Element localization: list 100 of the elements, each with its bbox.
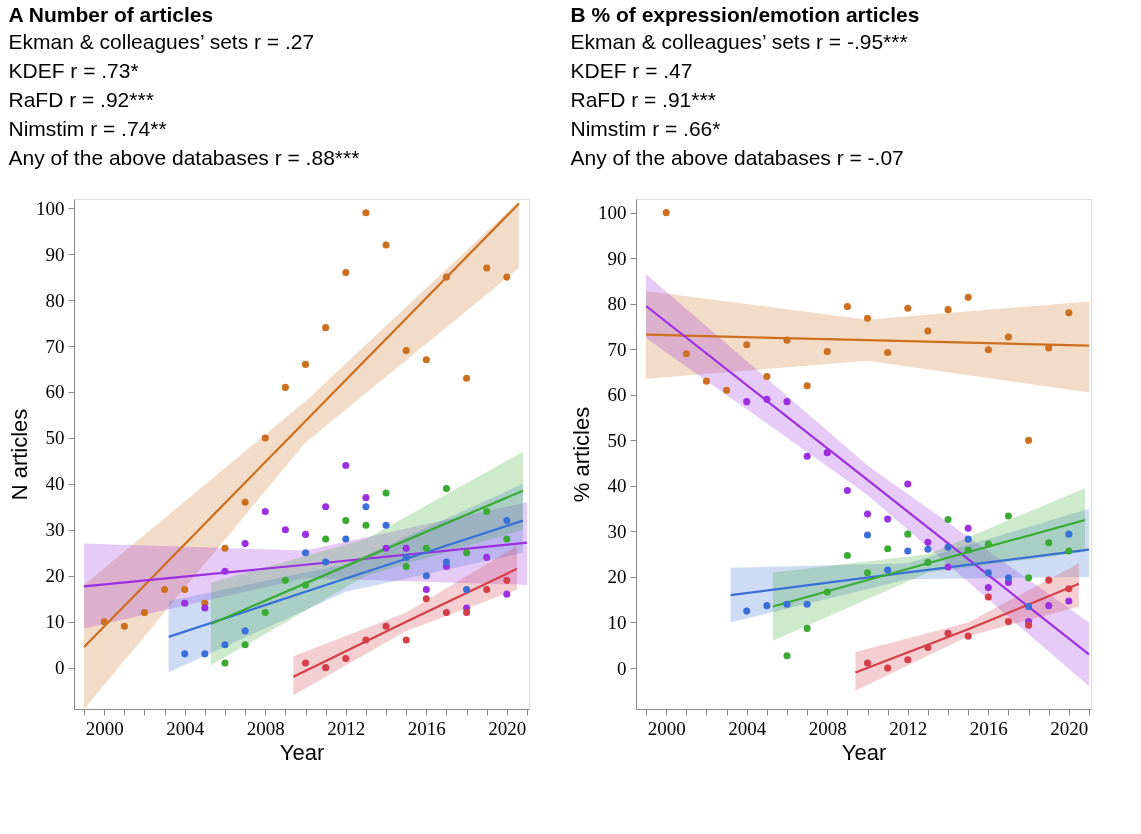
point: [924, 545, 932, 553]
point: [281, 526, 289, 534]
point: [442, 608, 450, 617]
point: [221, 544, 229, 552]
point: [1004, 574, 1012, 582]
point: [1065, 585, 1073, 593]
point: [863, 531, 872, 539]
point: [984, 593, 992, 601]
y-tick-label: 20: [45, 565, 65, 587]
y-tick-label: 10: [607, 611, 627, 633]
x-tick-label: 2020: [1050, 717, 1089, 739]
point: [1065, 530, 1073, 538]
y-tick-label: 0: [55, 657, 65, 679]
point: [301, 549, 310, 557]
y-tick-label: 0: [617, 657, 627, 679]
point: [322, 558, 330, 566]
point: [863, 659, 872, 667]
point: [241, 540, 249, 548]
point: [342, 461, 350, 470]
y-tick-label: 20: [607, 566, 627, 588]
y-axis-title: % articles: [569, 406, 594, 503]
point: [402, 347, 410, 355]
y-tick-label: 30: [607, 520, 627, 542]
x-tick-label: 2004: [728, 717, 767, 739]
point: [823, 588, 831, 596]
point: [723, 386, 731, 394]
point: [382, 521, 390, 529]
point: [1065, 309, 1073, 317]
x-tick-label: 2000: [647, 717, 686, 739]
text: KDEF r = .47: [570, 59, 693, 82]
x-tick-label: 2012: [889, 717, 928, 739]
point: [382, 622, 390, 630]
point: [904, 530, 912, 538]
point: [1025, 436, 1033, 444]
y-tick-label: 70: [45, 335, 65, 357]
point: [483, 507, 491, 515]
point: [503, 517, 511, 525]
chart-title: A Number of articles: [8, 3, 214, 26]
point: [483, 264, 491, 272]
point: [120, 622, 128, 630]
point: [1004, 512, 1012, 520]
point: [984, 346, 992, 354]
chart-title: B % of expression/emotion articles: [570, 3, 920, 26]
point: [964, 524, 972, 532]
point: [322, 664, 330, 672]
point: [342, 268, 350, 277]
x-tick-label: 2004: [166, 717, 205, 739]
point: [281, 383, 289, 391]
point: [984, 583, 992, 591]
y-tick-label: 100: [598, 202, 627, 224]
point: [743, 341, 751, 349]
point: [503, 590, 511, 598]
point: [201, 650, 209, 658]
point: [261, 507, 269, 515]
point: [503, 576, 511, 584]
point: [823, 449, 831, 457]
x-axis-title: Year: [841, 739, 887, 765]
x-tick-label: 2016: [969, 717, 1008, 739]
x-tick-label: 2012: [327, 717, 366, 739]
point: [221, 567, 229, 575]
point: [181, 650, 189, 658]
point: [301, 659, 310, 667]
point: [964, 535, 972, 543]
point: [743, 398, 751, 406]
point: [763, 602, 771, 610]
point: [402, 636, 410, 644]
point: [1004, 333, 1012, 341]
text: Any of the above databases r = .88***: [8, 146, 360, 169]
point: [241, 627, 249, 635]
x-tick-label: 2008: [246, 717, 285, 739]
point: [1065, 597, 1073, 605]
point: [964, 632, 972, 640]
point: [904, 547, 912, 555]
y-tick-label: 60: [45, 381, 65, 403]
text: Ekman & colleagues’ sets r = .27: [8, 30, 315, 53]
point: [783, 336, 791, 344]
point: [904, 480, 912, 488]
point: [382, 489, 390, 497]
point: [763, 395, 771, 403]
point: [463, 374, 471, 382]
x-tick-label: 2016: [407, 717, 446, 739]
point: [422, 595, 430, 603]
point: [362, 636, 370, 644]
point: [362, 494, 370, 502]
text: Nimstim r = .66*: [570, 117, 721, 140]
point: [783, 600, 791, 608]
point: [944, 543, 952, 551]
y-tick-label: 40: [607, 475, 627, 497]
point: [1065, 547, 1073, 555]
point: [422, 572, 430, 580]
y-tick-label: 50: [607, 429, 627, 451]
point: [382, 544, 390, 552]
point: [904, 656, 912, 664]
point: [402, 553, 410, 561]
point: [964, 293, 972, 301]
point: [863, 569, 872, 577]
point: [503, 535, 511, 543]
y-tick-label: 100: [36, 197, 65, 219]
point: [803, 624, 811, 632]
point: [843, 552, 851, 560]
